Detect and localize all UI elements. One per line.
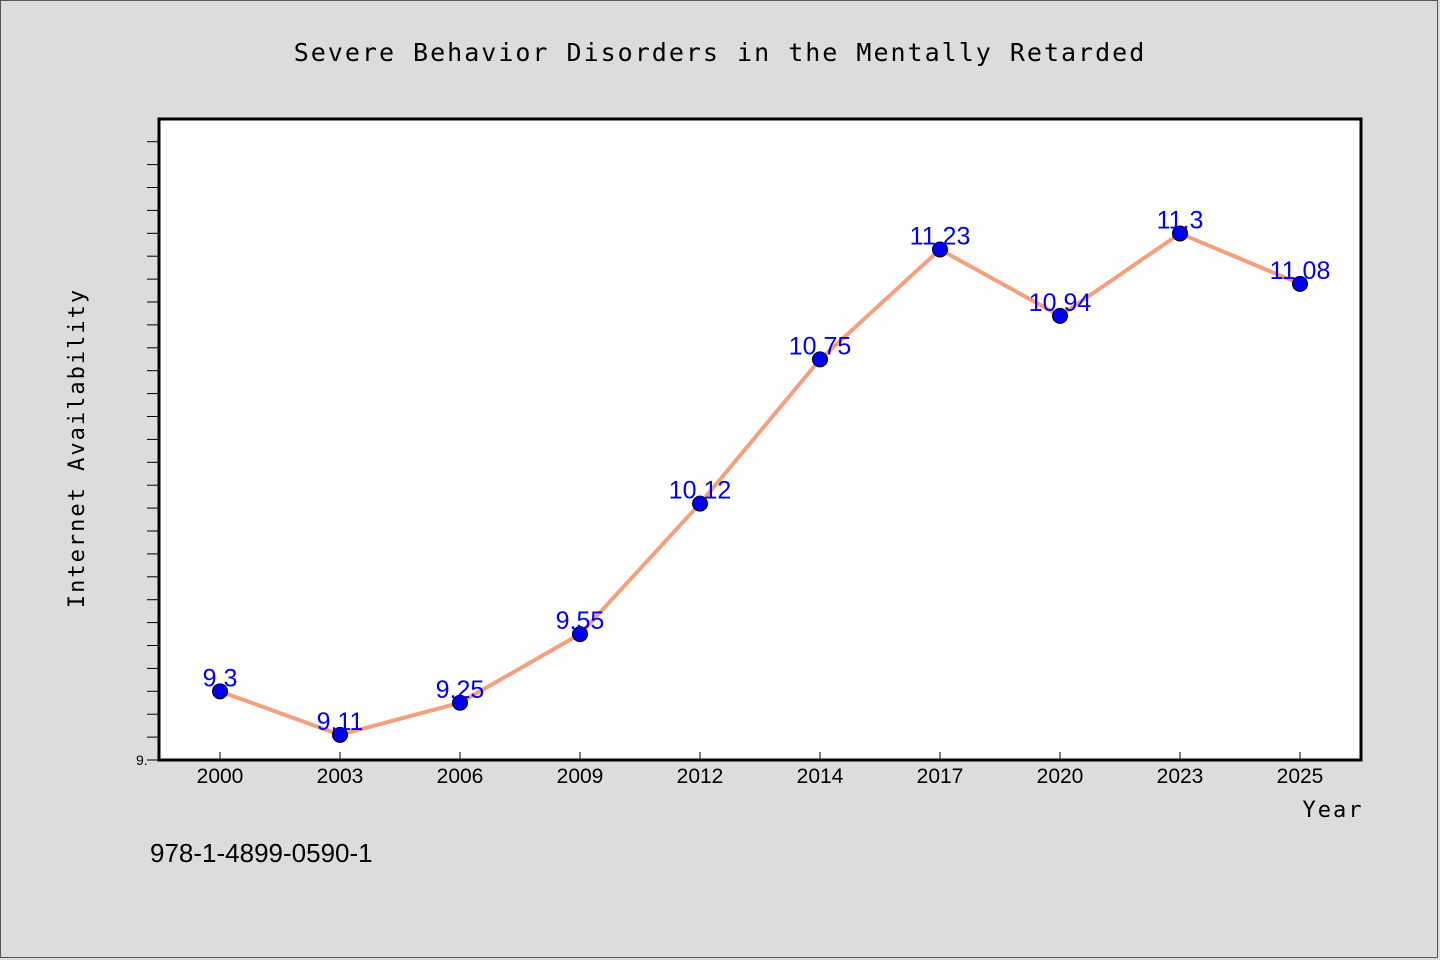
chart-title: Severe Behavior Disorders in the Mentall… [294, 38, 1147, 67]
series-line [219, 231, 1301, 737]
data-label: 11.08 [1270, 257, 1331, 285]
data-point [332, 726, 348, 743]
x-tick-label: 2003 [317, 765, 364, 788]
data-label: 9.55 [556, 607, 605, 635]
x-tick-label: 2017 [917, 765, 964, 788]
data-label: 11.3 [1157, 206, 1204, 234]
y-tick-label: 9. [136, 752, 148, 768]
data-point [812, 351, 828, 368]
plot-area [157, 117, 1363, 762]
data-label: 11.23 [910, 222, 971, 250]
data-label: 10.12 [669, 477, 732, 505]
data-label: 9.11 [317, 708, 364, 736]
x-tick-label: 2025 [1277, 765, 1324, 788]
data-point [452, 694, 468, 711]
footer-isbn: 978-1-4899-0590-1 [150, 838, 373, 868]
x-tick-label: 2020 [1037, 765, 1084, 788]
data-point [1052, 307, 1068, 324]
data-label: 9.3 [203, 664, 238, 692]
data-labels: 9.3 9.11 9.25 9.55 10.12 10.75 11.23 10.94 11.3 1… [203, 206, 1331, 735]
x-tick-label: 2012 [677, 765, 724, 788]
data-point [1292, 275, 1308, 292]
data-label: 10.94 [1029, 289, 1092, 317]
x-axis-ticks [219, 752, 1301, 760]
x-tick-label: 2000 [197, 765, 244, 788]
series-markers [212, 225, 1308, 743]
x-tick-label: 2009 [557, 765, 604, 788]
y-axis-ticks [147, 141, 159, 761]
data-point [692, 495, 708, 512]
y-axis-label: Internet Availability [65, 288, 90, 608]
x-tick-label: 2023 [1157, 765, 1204, 788]
data-label: 9.25 [436, 676, 485, 704]
data-point [932, 241, 948, 258]
data-point [572, 626, 588, 643]
data-point [1172, 225, 1188, 242]
data-point [212, 683, 228, 700]
x-axis-tick-labels: 2000 2003 2006 2009 2012 2014 2017 2020 2023 2025 [197, 765, 1324, 788]
x-axis-label: Year [1303, 798, 1364, 823]
data-label: 10.75 [789, 332, 852, 360]
x-tick-label: 2014 [797, 765, 844, 788]
x-tick-label: 2006 [437, 765, 484, 788]
